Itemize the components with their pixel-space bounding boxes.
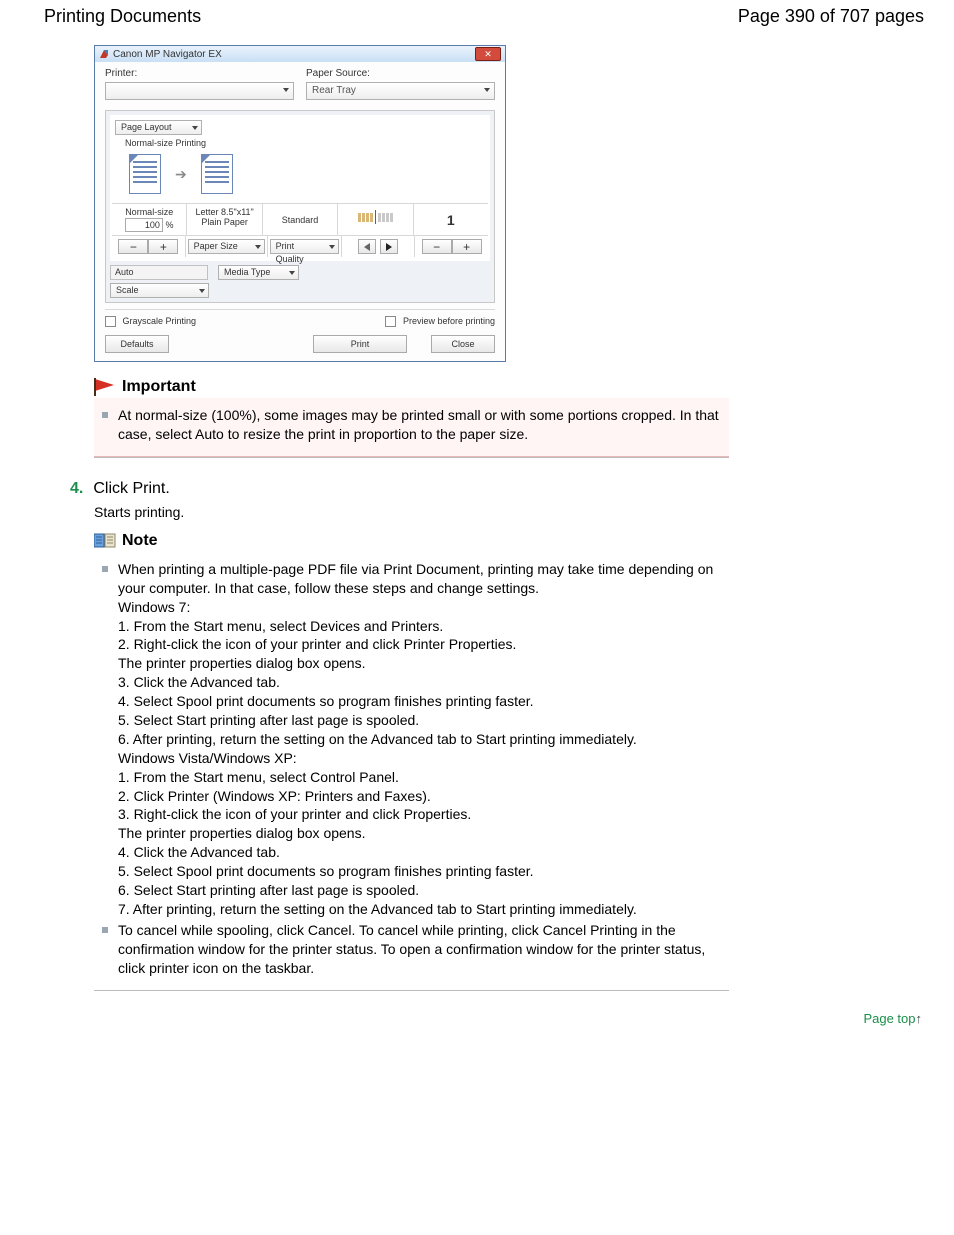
scale-input[interactable]: 100 (125, 218, 163, 232)
bullet-icon (102, 412, 108, 418)
printer-dropdown[interactable] (105, 82, 294, 100)
scale-unit: % (165, 220, 173, 230)
sizecol-title: Normal-size (114, 207, 184, 217)
normal-size-printing-label: Normal-size Printing (125, 138, 485, 148)
dropdown-arrow-icon (484, 88, 490, 92)
dropdown-arrow-icon (289, 271, 295, 275)
paper-size-dropdown[interactable]: Paper Size (188, 239, 265, 254)
window-close-icon[interactable]: ✕ (475, 47, 501, 61)
dropdown-arrow-icon (255, 245, 261, 249)
note-book-icon (94, 533, 116, 549)
paper-source-value: Rear Tray (312, 85, 356, 96)
note-bullet2: To cancel while spooling, click Cancel. … (118, 921, 721, 978)
copies-value: 1 (447, 212, 455, 228)
scale-dd-label: Scale (116, 285, 139, 295)
print-button[interactable]: Print (313, 335, 407, 353)
doc-title: Printing Documents (44, 6, 201, 27)
dropdown-arrow-icon (192, 126, 198, 130)
defaults-button[interactable]: Defaults (105, 335, 169, 353)
paper-desc-bottom: Plain Paper (189, 217, 259, 227)
media-type-dropdown[interactable]: Media Type (218, 265, 299, 280)
grayscale-label: Grayscale Printing (123, 316, 197, 326)
note-heading: Note (122, 532, 158, 550)
dropdown-arrow-icon (199, 289, 205, 293)
page-layout-label: Page Layout (121, 122, 172, 132)
page-preview-source-icon (129, 154, 161, 194)
close-button[interactable]: Close (431, 335, 495, 353)
note-bullet1: When printing a multiple-page PDF file v… (118, 560, 721, 919)
bullet-icon (102, 927, 108, 933)
page-top-link[interactable]: Page top (863, 1011, 915, 1026)
copies-minus-button[interactable]: − (422, 239, 452, 254)
up-arrow-icon: ↑ (916, 1011, 923, 1026)
important-text: At normal-size (100%), some images may b… (118, 406, 721, 444)
dialog-titlebar: Canon MP Navigator EX ✕ (95, 46, 505, 62)
preview-checkbox[interactable] (385, 316, 396, 327)
dropdown-arrow-icon (283, 88, 289, 92)
step-subtext: Starts printing. (94, 504, 729, 520)
paper-desc-top: Letter 8.5"x11" (189, 207, 259, 217)
scale-dropdown[interactable]: Scale (110, 283, 209, 298)
paper-source-label: Paper Source: (306, 68, 495, 79)
arrow-right-icon: ➔ (175, 166, 187, 183)
important-heading: Important (122, 378, 196, 396)
level-prev-button[interactable] (358, 239, 376, 254)
print-quality-dropdown[interactable]: Print Quality (270, 239, 339, 254)
step-number: 4. (70, 480, 83, 498)
quality-level-icon (358, 210, 393, 224)
page-layout-dropdown[interactable]: Page Layout (115, 120, 202, 135)
page-preview-output-icon (201, 154, 233, 194)
dialog-title: Canon MP Navigator EX (113, 49, 222, 60)
scale-plus-button[interactable]: + (148, 239, 178, 254)
print-quality-dd-label: Print Quality (276, 241, 304, 264)
step-title: Click Print. (93, 480, 169, 498)
preview-label: Preview before printing (403, 316, 495, 326)
paper-size-dd-label: Paper Size (194, 241, 238, 251)
auto-field: Auto (110, 265, 208, 280)
bullet-icon (102, 566, 108, 572)
important-flag-icon (94, 378, 116, 396)
scale-minus-button[interactable]: − (118, 239, 148, 254)
dropdown-arrow-icon (329, 245, 335, 249)
media-type-dd-label: Media Type (224, 267, 270, 277)
app-icon (99, 49, 109, 59)
level-next-button[interactable] (380, 239, 398, 254)
quality-standard-label: Standard (282, 215, 319, 225)
grayscale-checkbox[interactable] (105, 316, 116, 327)
print-dialog: Canon MP Navigator EX ✕ Printer: Paper S… (94, 45, 506, 362)
page-counter: Page 390 of 707 pages (738, 6, 924, 27)
copies-plus-button[interactable]: + (452, 239, 482, 254)
printer-label: Printer: (105, 68, 294, 79)
paper-source-dropdown[interactable]: Rear Tray (306, 82, 495, 100)
